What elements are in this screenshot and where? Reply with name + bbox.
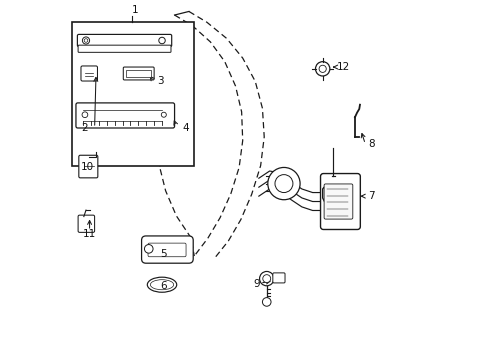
FancyBboxPatch shape <box>79 155 98 178</box>
Text: 2: 2 <box>81 123 88 133</box>
Circle shape <box>82 112 88 118</box>
Ellipse shape <box>147 277 176 292</box>
FancyBboxPatch shape <box>123 67 154 80</box>
Text: 4: 4 <box>182 123 188 133</box>
Bar <box>126 70 150 77</box>
Text: 3: 3 <box>157 76 163 86</box>
FancyBboxPatch shape <box>272 273 285 283</box>
Bar <box>72 22 194 166</box>
FancyBboxPatch shape <box>142 236 193 263</box>
Circle shape <box>274 175 292 193</box>
Text: 6: 6 <box>160 281 167 291</box>
Circle shape <box>262 275 270 283</box>
Circle shape <box>259 271 273 286</box>
Circle shape <box>84 39 88 42</box>
Circle shape <box>319 65 325 72</box>
FancyBboxPatch shape <box>78 45 171 52</box>
Circle shape <box>144 244 153 253</box>
FancyBboxPatch shape <box>77 35 171 46</box>
FancyBboxPatch shape <box>320 174 360 229</box>
Text: 10: 10 <box>81 162 94 172</box>
Circle shape <box>267 167 300 200</box>
Ellipse shape <box>150 280 173 290</box>
Circle shape <box>159 37 165 44</box>
Text: 8: 8 <box>368 139 374 149</box>
FancyBboxPatch shape <box>78 215 94 232</box>
FancyBboxPatch shape <box>76 103 174 128</box>
Text: 1: 1 <box>132 5 138 15</box>
Circle shape <box>262 298 270 306</box>
Text: 7: 7 <box>368 191 374 201</box>
FancyBboxPatch shape <box>81 66 97 81</box>
Circle shape <box>315 62 329 76</box>
FancyBboxPatch shape <box>148 243 185 257</box>
Text: 9: 9 <box>253 279 260 289</box>
Text: 11: 11 <box>83 229 96 239</box>
Text: 12: 12 <box>336 62 349 72</box>
FancyBboxPatch shape <box>324 184 352 219</box>
Circle shape <box>82 37 89 44</box>
Text: 5: 5 <box>160 248 167 258</box>
Circle shape <box>161 112 166 117</box>
